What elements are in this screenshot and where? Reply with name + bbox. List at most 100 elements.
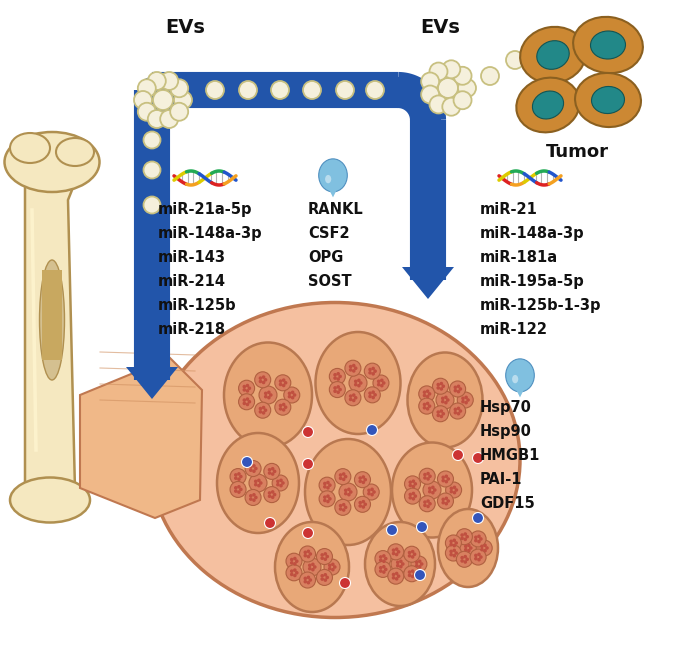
Circle shape [416,522,427,532]
Circle shape [477,552,481,556]
Circle shape [246,384,249,387]
Circle shape [371,391,375,394]
Circle shape [331,563,335,566]
Circle shape [445,496,448,500]
Circle shape [269,393,273,397]
Circle shape [456,529,473,545]
Circle shape [267,391,271,394]
Circle shape [138,103,155,121]
Circle shape [303,458,314,469]
Circle shape [138,79,155,97]
Circle shape [255,402,271,418]
Circle shape [303,550,307,554]
Circle shape [262,375,265,379]
Ellipse shape [575,73,641,127]
Circle shape [336,385,340,389]
Circle shape [371,367,375,371]
Circle shape [449,550,453,553]
Circle shape [446,398,449,402]
Circle shape [273,470,277,473]
Circle shape [423,394,426,397]
Circle shape [262,381,265,384]
Circle shape [364,387,380,403]
Circle shape [316,569,332,585]
Circle shape [323,557,327,561]
Circle shape [411,550,414,554]
Circle shape [326,481,329,484]
Circle shape [319,477,335,493]
Circle shape [464,560,467,564]
Text: miR-181a: miR-181a [480,250,558,265]
Circle shape [388,568,403,584]
Circle shape [249,494,253,498]
Circle shape [464,537,467,541]
Circle shape [377,380,380,383]
Circle shape [237,490,240,494]
Circle shape [379,566,382,570]
Circle shape [441,479,445,482]
Text: OPG: OPG [308,250,343,265]
Circle shape [239,81,257,99]
Circle shape [397,550,401,554]
Circle shape [323,482,327,485]
Circle shape [438,493,453,509]
Circle shape [345,360,361,376]
Circle shape [323,495,327,499]
Circle shape [464,532,467,536]
Circle shape [347,493,351,496]
Circle shape [396,561,399,564]
Circle shape [442,384,445,388]
Circle shape [282,378,286,382]
Circle shape [446,482,462,498]
Circle shape [246,389,249,393]
Circle shape [477,540,481,543]
Circle shape [453,389,457,393]
Circle shape [477,558,481,561]
Circle shape [333,565,336,569]
Circle shape [237,472,240,476]
Text: miR-143: miR-143 [158,250,226,265]
Circle shape [153,90,173,110]
Circle shape [382,381,386,385]
Circle shape [443,60,460,79]
Circle shape [473,452,484,463]
Circle shape [454,541,458,545]
Circle shape [474,535,477,539]
Circle shape [456,551,473,567]
Circle shape [403,566,420,582]
Circle shape [242,398,246,402]
Circle shape [342,472,345,476]
Circle shape [342,503,345,506]
Circle shape [447,499,450,503]
Circle shape [445,502,448,506]
Circle shape [412,497,415,500]
Circle shape [423,481,441,499]
Circle shape [440,410,443,413]
Circle shape [447,477,450,481]
Text: miR-195a-5p: miR-195a-5p [480,274,585,289]
Circle shape [364,363,380,379]
Circle shape [458,79,476,97]
Text: HMGB1: HMGB1 [480,448,540,463]
Circle shape [303,554,307,557]
Circle shape [352,393,356,397]
Circle shape [308,563,312,567]
Circle shape [440,415,443,418]
Ellipse shape [217,433,299,533]
Polygon shape [511,380,529,397]
Circle shape [426,389,429,393]
Circle shape [354,472,371,487]
Circle shape [242,456,253,467]
Circle shape [234,489,238,493]
Circle shape [268,468,271,472]
Circle shape [254,496,258,499]
Circle shape [139,77,165,103]
Circle shape [336,372,340,376]
Circle shape [252,469,256,473]
Circle shape [249,469,253,472]
Ellipse shape [392,443,472,537]
Circle shape [426,402,429,405]
Circle shape [412,492,415,495]
Circle shape [323,552,327,556]
Ellipse shape [275,522,349,612]
